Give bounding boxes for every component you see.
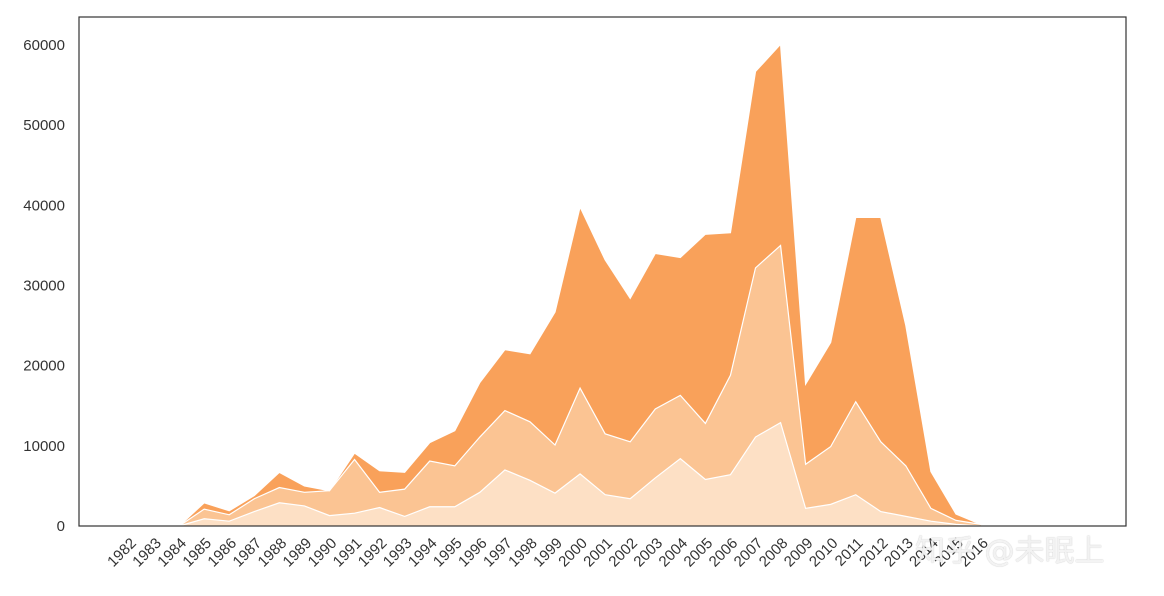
- area-series-1: [129, 422, 982, 526]
- x-axis: 1982198319841985198619871988198919901991…: [104, 535, 992, 571]
- area-series-group: [128, 42, 982, 527]
- series-boundary-line-2: [129, 244, 982, 527]
- y-tick-label: 0: [57, 518, 65, 535]
- area-series-3: [129, 44, 982, 526]
- y-axis: 0 10000 20000 30000 40000 50000 60000: [23, 37, 65, 535]
- y-tick-label: 10000: [23, 438, 65, 455]
- y-tick-label: 60000: [23, 37, 65, 54]
- area-series-2: [129, 245, 982, 526]
- watermark-text: 知乎 @未眠上: [915, 534, 1105, 569]
- series-boundary-line-1: [129, 421, 982, 527]
- y-tick-label: 40000: [23, 197, 65, 214]
- y-tick-label: 50000: [23, 117, 65, 134]
- series-boundary-line-3: [128, 42, 982, 527]
- plot-frame: [78, 16, 1127, 527]
- y-tick-label: 20000: [23, 358, 65, 375]
- y-tick-label: 30000: [23, 278, 65, 295]
